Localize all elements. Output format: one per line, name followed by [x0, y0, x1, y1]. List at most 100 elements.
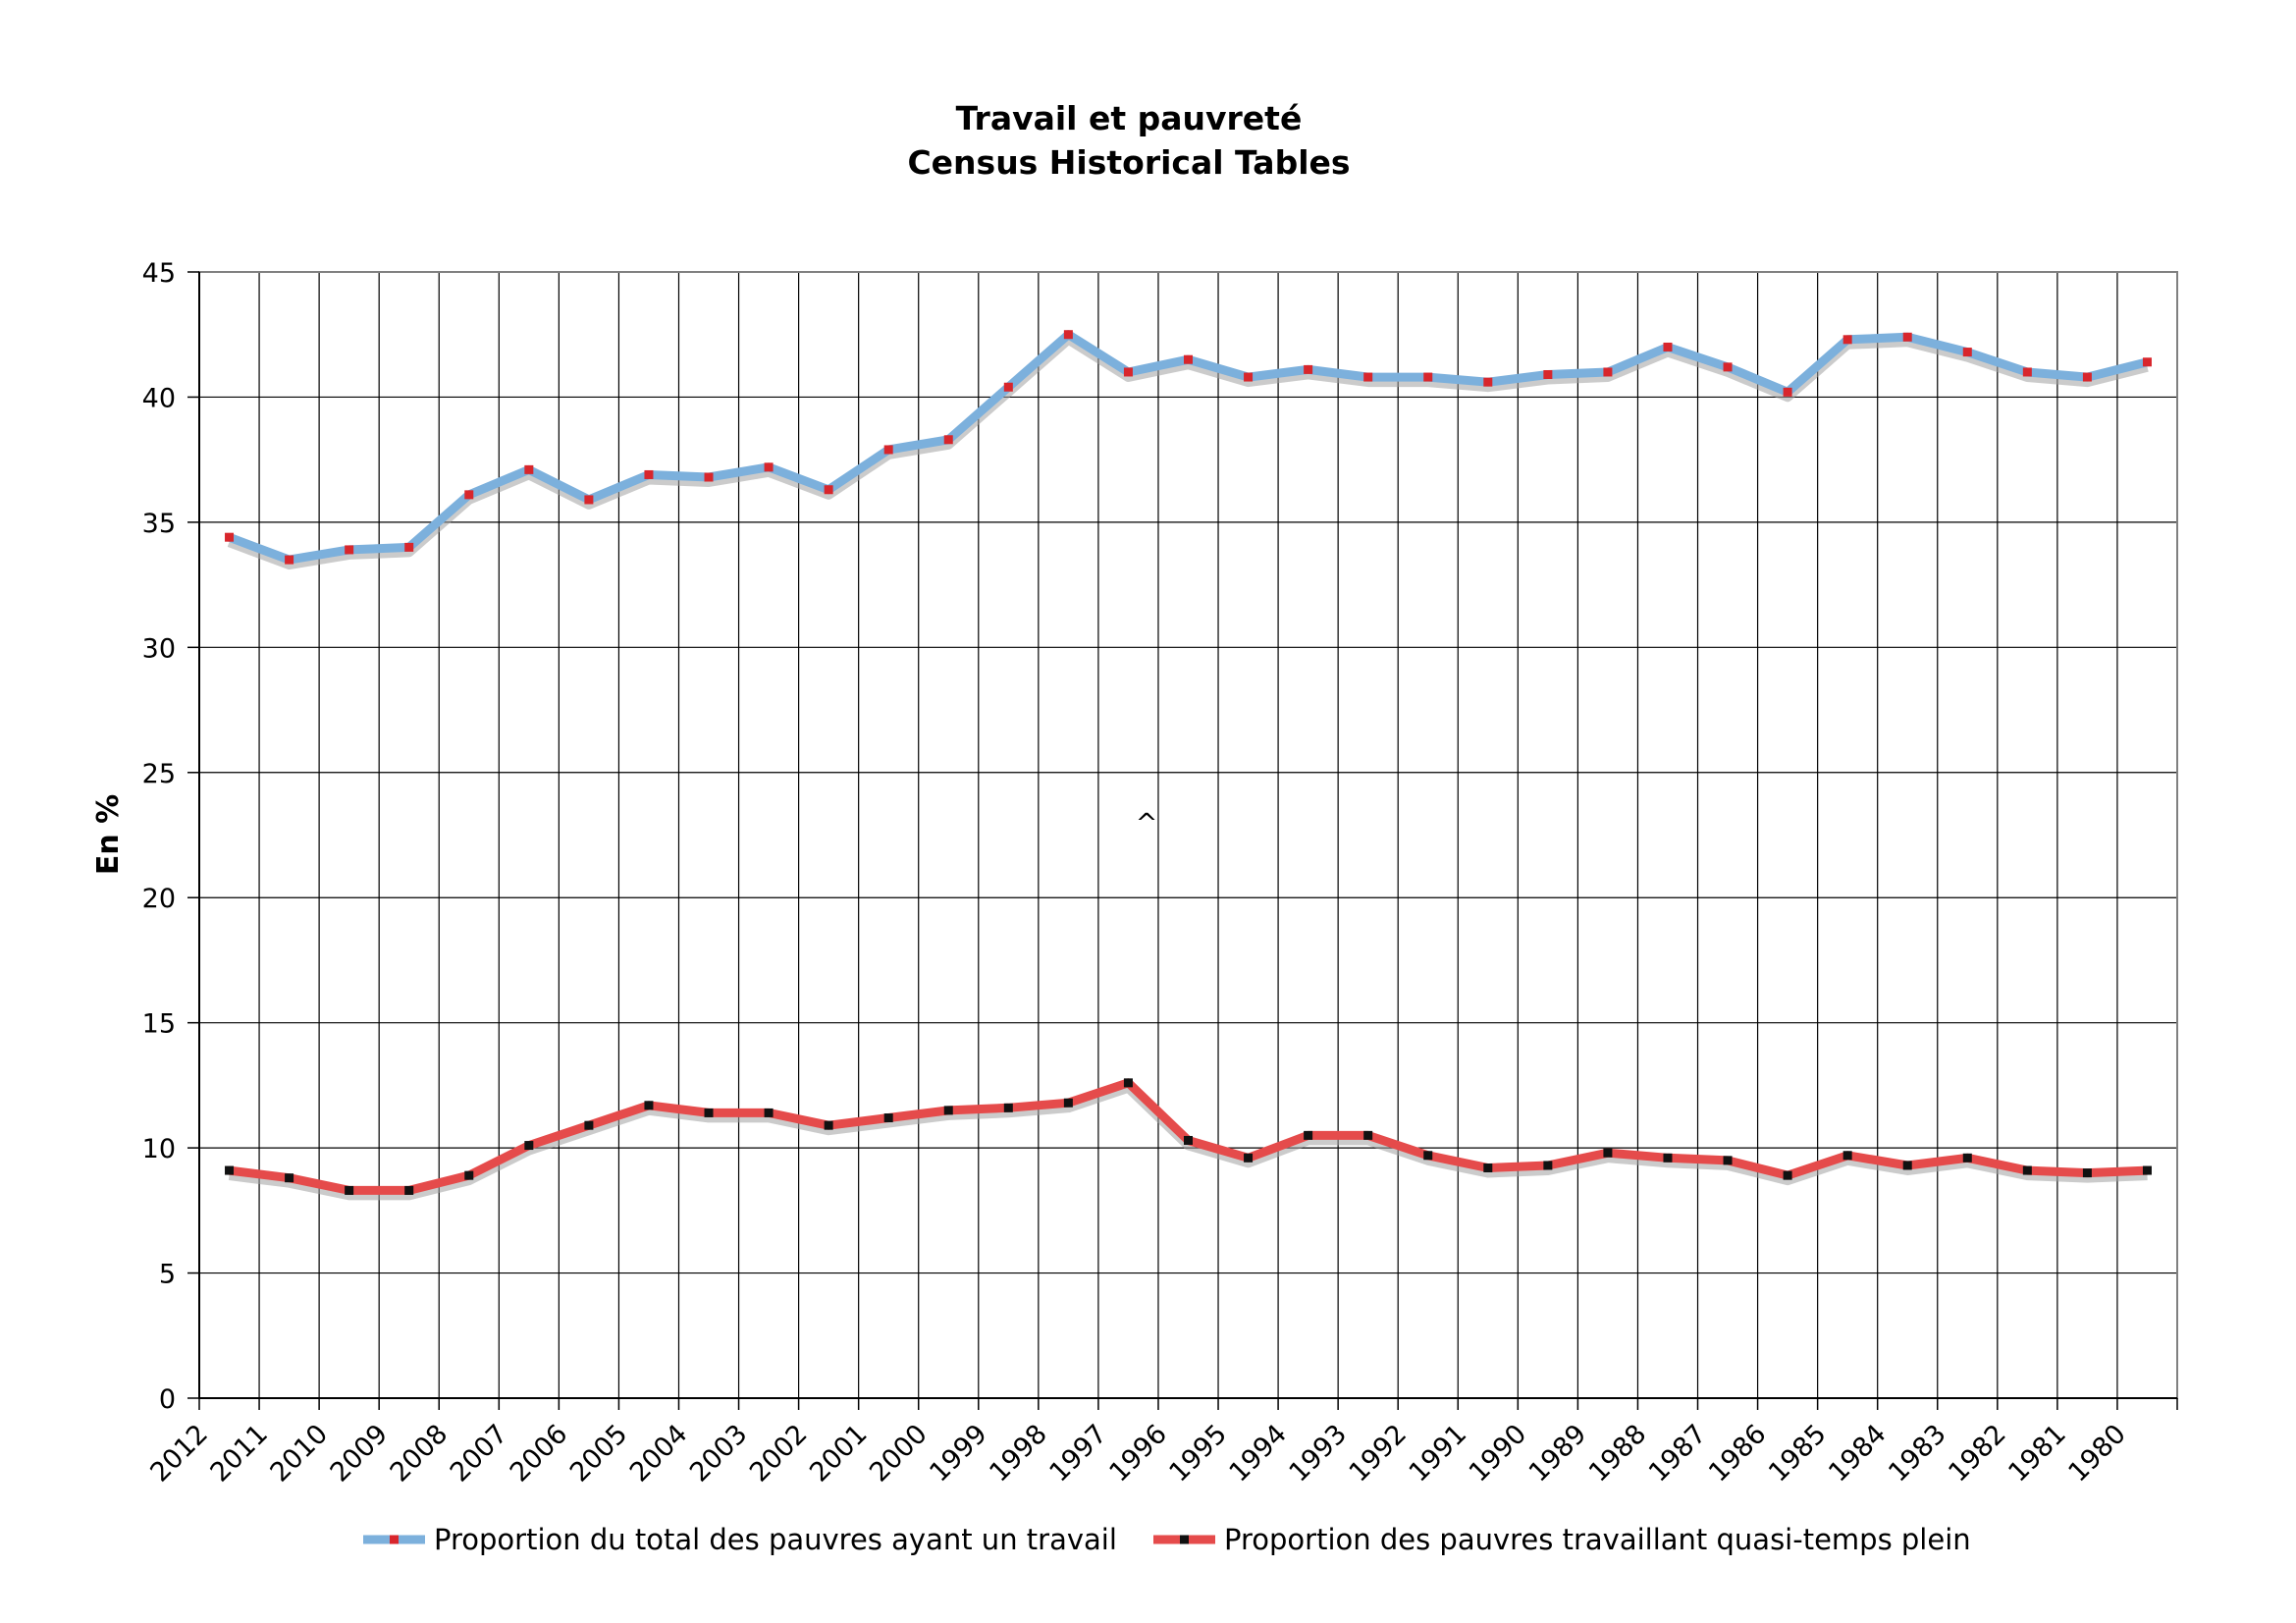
- legend-label: Proportion des pauvres travaillant quasi…: [1224, 1523, 1971, 1556]
- data-point: [1003, 1103, 1013, 1112]
- data-point: [1423, 372, 1433, 382]
- data-point: [584, 495, 594, 505]
- x-tick-label: 2012: [144, 1419, 214, 1488]
- y-tick-label: 15: [142, 1009, 176, 1040]
- data-point: [644, 469, 654, 479]
- data-point: [1483, 377, 1493, 387]
- x-tick-label: 1999: [924, 1419, 993, 1488]
- data-point: [883, 1113, 893, 1123]
- x-tick-label: 2009: [325, 1419, 395, 1488]
- x-tick-label: 1987: [1643, 1419, 1713, 1488]
- data-point: [2142, 1165, 2152, 1175]
- chart-title: Travail et pauvreté: [956, 99, 1303, 137]
- data-point: [1663, 342, 1673, 352]
- data-point: [1063, 330, 1073, 340]
- y-tick-label: 10: [142, 1134, 176, 1164]
- x-tick-label: 1993: [1284, 1419, 1354, 1488]
- legend-entry-2: Proportion des pauvres travaillant quasi…: [1153, 1523, 1971, 1556]
- data-point: [1184, 1135, 1193, 1145]
- data-point: [345, 545, 354, 555]
- x-tick-label: 2005: [564, 1419, 634, 1488]
- y-tick-label: 20: [142, 884, 176, 914]
- x-axis-ticks: 2012201120102009200820072006200520042003…: [144, 1419, 2131, 1488]
- data-point: [2022, 367, 2032, 377]
- data-point: [1663, 1153, 1673, 1163]
- series-line-shadow: [228, 1082, 2148, 1201]
- y-axis-ticks: 0 5 10 15 20 25 30 35 40 45: [142, 258, 176, 1415]
- data-point: [1304, 1130, 1313, 1140]
- x-tick-label: 2002: [744, 1419, 814, 1488]
- series-1: [225, 330, 2152, 570]
- x-tick-label: 1996: [1103, 1419, 1173, 1488]
- data-point: [1962, 348, 1972, 357]
- series-line-shadow: [227, 334, 2149, 570]
- x-tick-label: 1982: [1943, 1419, 2012, 1488]
- data-point: [464, 1170, 474, 1180]
- data-point: [1842, 1151, 1852, 1161]
- chart-annotation: ^: [1136, 808, 1158, 839]
- data-point: [1483, 1163, 1493, 1173]
- data-point: [285, 1173, 294, 1183]
- x-tick-label: 2000: [864, 1419, 934, 1488]
- data-point: [404, 1185, 414, 1195]
- y-tick-label: 35: [142, 509, 176, 539]
- y-axis-label: En %: [91, 794, 126, 875]
- data-point: [1304, 364, 1313, 374]
- data-point: [584, 1120, 594, 1130]
- data-point: [1842, 335, 1852, 345]
- x-tick-label: 1980: [2062, 1419, 2132, 1488]
- y-tick-label: 30: [142, 633, 176, 664]
- data-point: [1543, 370, 1553, 380]
- data-point: [464, 490, 474, 500]
- data-point: [1783, 387, 1792, 397]
- x-tick-label: 1985: [1763, 1419, 1833, 1488]
- y-tick-label: 40: [142, 383, 176, 413]
- data-point: [1363, 1130, 1373, 1140]
- x-tick-label: 2010: [265, 1419, 335, 1488]
- data-point: [524, 1141, 534, 1151]
- x-tick-label: 1997: [1043, 1419, 1113, 1488]
- x-tick-label: 1990: [1464, 1419, 1533, 1488]
- x-tick-label: 1994: [1224, 1419, 1294, 1488]
- x-tick-label: 2008: [385, 1419, 454, 1488]
- data-point: [1423, 1151, 1433, 1161]
- data-point: [1902, 1161, 1912, 1170]
- data-point: [704, 472, 714, 482]
- axes: [187, 271, 2178, 1410]
- x-tick-label: 1989: [1523, 1419, 1593, 1488]
- data-point: [2082, 1168, 2092, 1178]
- data-point: [1363, 372, 1373, 382]
- legend-label: Proportion du total des pauvres ayant un…: [434, 1523, 1117, 1556]
- x-tick-label: 1988: [1583, 1419, 1653, 1488]
- legend: Proportion du total des pauvres ayant un…: [363, 1523, 1971, 1556]
- data-point: [704, 1108, 714, 1117]
- y-tick-label: 0: [159, 1384, 176, 1415]
- data-point: [943, 435, 953, 445]
- x-tick-label: 1991: [1404, 1419, 1473, 1488]
- data-point: [1783, 1170, 1792, 1180]
- series-2: [225, 1078, 2152, 1201]
- grid: [198, 271, 2178, 1399]
- data-point: [1962, 1153, 1972, 1163]
- x-tick-label: 2007: [445, 1419, 514, 1488]
- data-point: [1902, 332, 1912, 342]
- legend-marker: [1180, 1535, 1189, 1544]
- data-point: [1184, 354, 1193, 364]
- data-point: [824, 485, 833, 495]
- data-point: [1603, 367, 1613, 377]
- chart-subtitle: Census Historical Tables: [907, 143, 1350, 182]
- data-point: [883, 445, 893, 455]
- data-point: [943, 1106, 953, 1115]
- data-point: [2022, 1165, 2032, 1175]
- data-point: [1723, 1156, 1733, 1165]
- y-tick-label: 25: [142, 759, 176, 789]
- data-point: [1123, 367, 1133, 377]
- data-point: [404, 542, 414, 552]
- y-tick-label: 45: [142, 258, 176, 289]
- x-tick-label: 1983: [1883, 1419, 1952, 1488]
- x-tick-label: 2004: [624, 1419, 694, 1488]
- legend-entry-1: Proportion du total des pauvres ayant un…: [363, 1523, 1117, 1556]
- data-point: [764, 1108, 774, 1117]
- data-point: [524, 464, 534, 474]
